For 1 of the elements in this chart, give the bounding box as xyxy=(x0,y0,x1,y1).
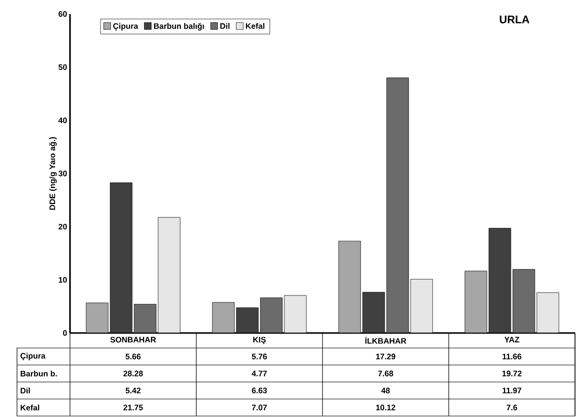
chart-title: URLA xyxy=(500,16,530,24)
